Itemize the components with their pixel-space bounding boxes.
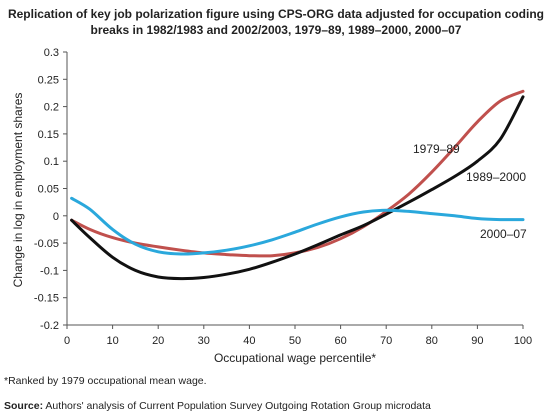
y-tick-label: 0.05 [38, 184, 59, 196]
x-tick-label: 40 [243, 335, 255, 347]
y-axis-label: Change in log in employment shares [11, 93, 25, 288]
series-2000-07-label: 2000–07 [480, 227, 527, 241]
series-1989-2000-label: 1989–2000 [466, 170, 526, 184]
x-tick-label: 80 [426, 335, 438, 347]
footnote: *Ranked by 1979 occupational mean wage. [4, 375, 207, 387]
y-tick-label: 0.15 [38, 129, 59, 141]
x-tick-label: 70 [380, 335, 392, 347]
line-chart: -0.2 -0.15 -0.1 -0.05 0 0.05 0.1 0.15 0.2 0.25 0.3… [11, 47, 532, 365]
x-tick-label: 20 [152, 335, 164, 347]
y-tick-label: 0 [53, 211, 59, 223]
y-tick-label: 0.25 [38, 74, 59, 86]
y-tick-label: -0.1 [40, 265, 59, 277]
series-1979-89-label: 1979–89 [413, 142, 460, 156]
y-tick-label: -0.2 [40, 320, 59, 332]
x-tick-label: 0 [64, 335, 70, 347]
series-labels: 1979–89 1989–2000 2000–07 [413, 142, 527, 241]
x-tick-label: 60 [334, 335, 346, 347]
y-tick-label: -0.05 [34, 238, 59, 250]
x-axis-label: Occupational wage percentile* [214, 351, 376, 365]
chart-axes: -0.2 -0.15 -0.1 -0.05 0 0.05 0.1 0.15 0.2 0.25 0.3… [34, 47, 532, 347]
chart-lines [70, 89, 525, 281]
y-tick-label: 0.3 [44, 47, 59, 59]
source-text: Authors' analysis of Current Population … [43, 400, 431, 412]
series-1989-2000-line [70, 95, 525, 281]
chart-title: Replication of key job polarization figu… [7, 7, 545, 37]
x-tick-label: 90 [471, 335, 483, 347]
x-tick-label: 50 [289, 335, 301, 347]
x-tick-label: 30 [198, 335, 210, 347]
source-label: Source: [4, 400, 44, 412]
series-2000-07-line [70, 196, 525, 256]
x-tick-label: 10 [106, 335, 118, 347]
x-tick-label: 100 [514, 335, 532, 347]
y-tick-label: -0.15 [34, 293, 59, 305]
y-tick-label: 0.2 [44, 102, 59, 114]
y-tick-label: 0.1 [44, 156, 59, 168]
source-note: Source: Authors' analysis of Current Pop… [4, 400, 431, 412]
